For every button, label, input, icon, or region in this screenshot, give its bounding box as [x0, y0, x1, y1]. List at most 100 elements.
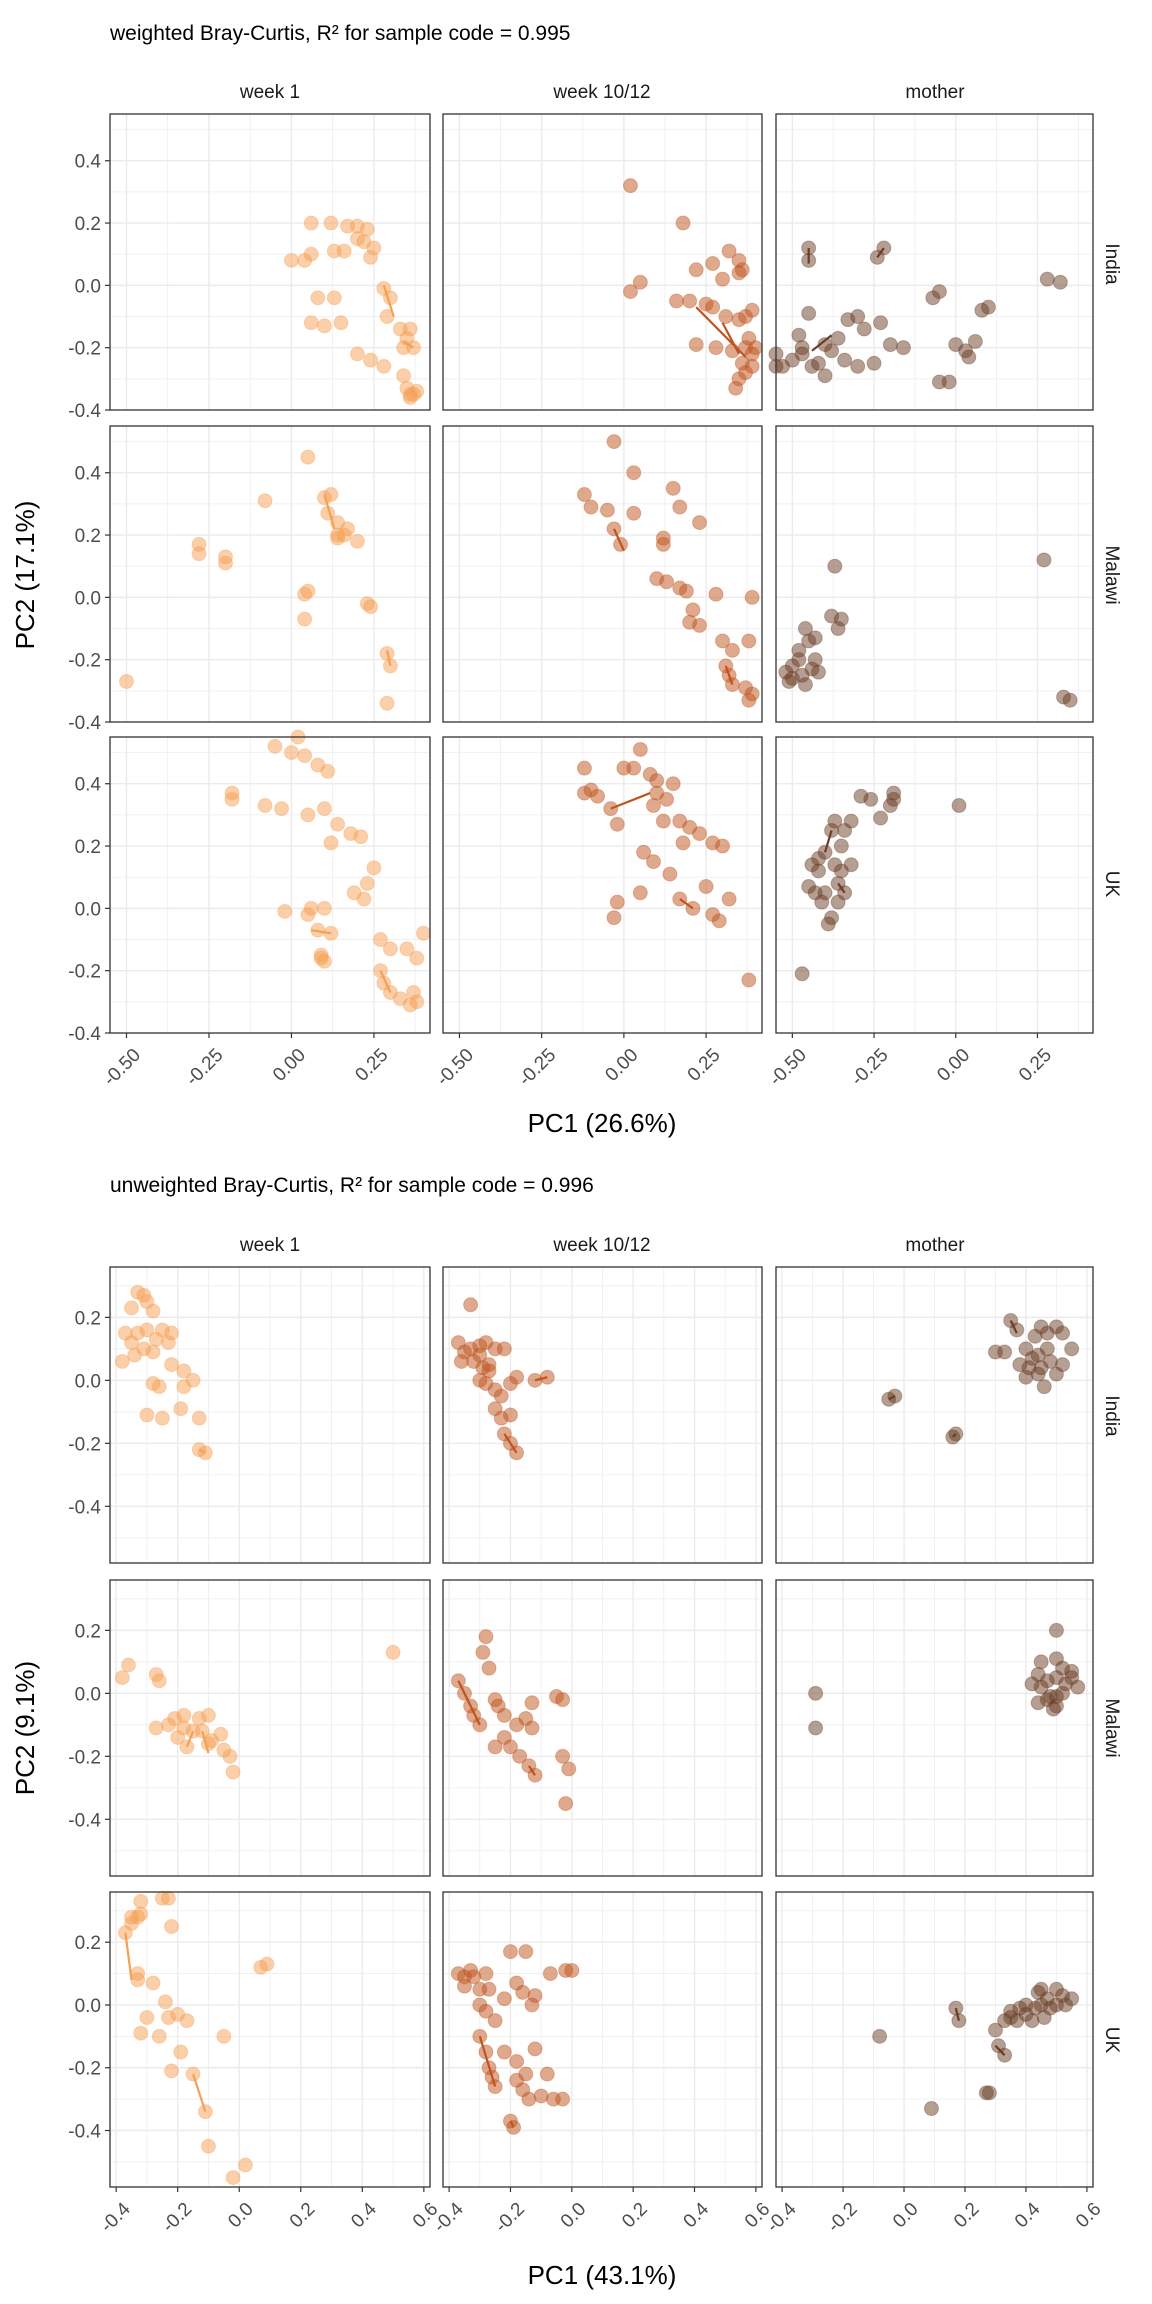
- scatter-point: [741, 692, 757, 708]
- scatter-point: [323, 835, 339, 851]
- scatter-point: [724, 677, 740, 693]
- scatter-point: [645, 854, 661, 870]
- scatter-point: [533, 2088, 549, 2104]
- scatter-point: [316, 900, 332, 916]
- scatter-point: [300, 449, 316, 465]
- scatter-point: [1048, 1689, 1064, 1705]
- scatter-point: [1055, 1325, 1071, 1341]
- scatter-point: [217, 549, 233, 565]
- scatter-point: [512, 1748, 528, 1764]
- scatter-point: [987, 2022, 1003, 2038]
- scatter-point: [967, 333, 983, 349]
- panel-border: [775, 1891, 1094, 2188]
- scatter-point: [481, 1660, 497, 1676]
- facet-row-label: Malawi: [1101, 545, 1122, 604]
- scatter-point: [1021, 1360, 1037, 1376]
- scatter-point: [349, 533, 365, 549]
- scatter-point: [267, 738, 283, 754]
- scatter-point: [649, 773, 665, 789]
- scatter-point: [472, 1372, 488, 1388]
- scatter-point: [692, 826, 708, 842]
- scatter-point: [139, 1322, 155, 1338]
- chart-title: weighted Bray-Curtis, R² for sample code…: [109, 22, 570, 45]
- scatter-point: [869, 249, 885, 265]
- scatter-point: [336, 243, 352, 259]
- scatter-point: [609, 894, 625, 910]
- scatter-point: [721, 891, 737, 907]
- scatter-point: [981, 2085, 997, 2101]
- series: [114, 1284, 213, 1461]
- scatter-point: [185, 1372, 201, 1388]
- scatter-point: [613, 536, 629, 552]
- scatter-point: [197, 2104, 213, 2120]
- scatter-point: [1036, 2010, 1052, 2026]
- scatter-point: [685, 602, 701, 618]
- facet-panel: [776, 1267, 1093, 1563]
- series: [794, 785, 967, 982]
- y-tick-label: -0.2: [68, 1434, 101, 1455]
- scatter-point: [481, 1981, 497, 1997]
- scatter-point: [257, 493, 273, 509]
- y-axis-title: PC2 (9.1%): [10, 1661, 40, 1795]
- scatter-point: [744, 589, 760, 605]
- scatter-point: [791, 642, 807, 658]
- scatter-point: [632, 741, 648, 757]
- facet-panel: [443, 426, 762, 722]
- scatter-point: [216, 2028, 232, 2044]
- scatter-point: [524, 1695, 540, 1711]
- y-tick-label: -0.2: [68, 2059, 101, 2080]
- x-axis-title: PC1 (43.1%): [528, 2260, 677, 2290]
- scatter-point: [151, 1673, 167, 1689]
- scatter-point: [399, 330, 415, 346]
- scatter-point: [797, 677, 813, 693]
- scatter-point: [882, 337, 898, 353]
- y-tick-label: -0.2: [68, 339, 101, 360]
- panel-border: [109, 1579, 431, 1877]
- scatter-point: [303, 315, 319, 331]
- scatter-point: [711, 913, 727, 929]
- scatter-point: [820, 916, 836, 932]
- scatter-point: [521, 2091, 537, 2107]
- series: [224, 729, 431, 1013]
- scatter-point: [626, 760, 642, 776]
- scatter-point: [555, 1692, 571, 1708]
- scatter-point: [948, 1426, 964, 1442]
- scatter-point: [632, 274, 648, 290]
- scatter-point: [678, 583, 694, 599]
- y-tick-labels: -0.4 -0.2 0.0 0.2 0.4 -0.4 -0.2 0.0 0.2 0.4 -0.4 -0…: [68, 152, 110, 1045]
- chart-title: unweighted Bray-Curtis, R² for sample co…: [110, 1174, 594, 1197]
- y-tick-label: -0.2: [68, 962, 101, 983]
- y-tick-label: -0.4: [68, 1810, 101, 1831]
- y-tick-label: -0.4: [68, 1024, 101, 1045]
- scatter-point: [396, 368, 412, 384]
- facet-column-label: week 10/12: [552, 82, 650, 103]
- scatter-point: [179, 2013, 195, 2029]
- panel-border: [442, 1266, 763, 1564]
- scatter-point: [794, 340, 810, 356]
- y-tick-label: 0.2: [75, 526, 101, 547]
- scatter-point: [655, 813, 671, 829]
- scatter-point: [379, 645, 395, 661]
- facet-column-label: mother: [905, 82, 965, 103]
- scatter-point: [160, 1890, 176, 1906]
- scatter-point: [606, 910, 622, 926]
- scatter-point: [1064, 1341, 1080, 1357]
- scatter-point: [866, 355, 882, 371]
- scatter-point: [797, 621, 813, 637]
- scatter-point: [1033, 1679, 1049, 1695]
- scatter-point: [649, 785, 665, 801]
- scatter-point: [323, 215, 339, 231]
- facet-panel: [776, 1580, 1093, 1876]
- scatter-point: [509, 2053, 525, 2069]
- scatter-point: [496, 2044, 512, 2060]
- scatter-point: [164, 1357, 180, 1373]
- scatter-point: [837, 352, 853, 368]
- scatter-point: [1003, 2010, 1019, 2026]
- panel-background: [110, 426, 430, 722]
- scatter-point: [705, 256, 721, 272]
- x-axis-title: PC1 (26.6%): [528, 1108, 677, 1138]
- scatter-point: [980, 299, 996, 315]
- scatter-point: [715, 838, 731, 854]
- panel-border: [775, 1579, 1094, 1877]
- scatter-point: [830, 330, 846, 346]
